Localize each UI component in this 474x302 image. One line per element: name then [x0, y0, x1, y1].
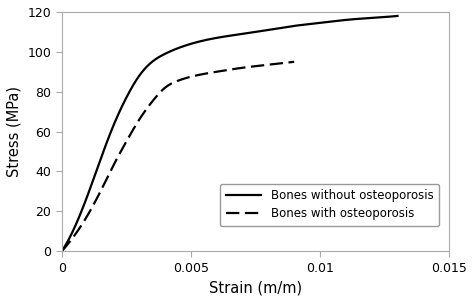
Bones without osteoporosis [207, 37, 212, 41]
Bones with osteoporosis [59, 249, 64, 253]
X-axis label: Strain (m/m): Strain (m/m) [209, 280, 302, 295]
Bones with osteoporosis [164, 85, 170, 88]
Y-axis label: Stress (MPa): Stress (MPa) [7, 86, 22, 177]
Bones without osteoporosis [327, 20, 332, 24]
Bones with osteoporosis [196, 73, 201, 77]
Bones without osteoporosis [59, 249, 64, 253]
Bones with osteoporosis [118, 148, 124, 152]
Bones without osteoporosis [195, 40, 201, 44]
Bones with osteoporosis [214, 70, 220, 73]
Line: Bones with osteoporosis: Bones with osteoporosis [62, 62, 294, 251]
Bones without osteoporosis [321, 21, 327, 24]
Bones without osteoporosis [290, 24, 295, 28]
Line: Bones without osteoporosis: Bones without osteoporosis [62, 16, 398, 251]
Legend: Bones without osteoporosis, Bones with osteoporosis: Bones without osteoporosis, Bones with o… [220, 184, 439, 226]
Bones with osteoporosis [234, 67, 240, 70]
Bones without osteoporosis [395, 14, 401, 18]
Bones with osteoporosis [100, 185, 106, 188]
Bones with osteoporosis [292, 60, 297, 64]
Bones without osteoporosis [93, 170, 99, 174]
